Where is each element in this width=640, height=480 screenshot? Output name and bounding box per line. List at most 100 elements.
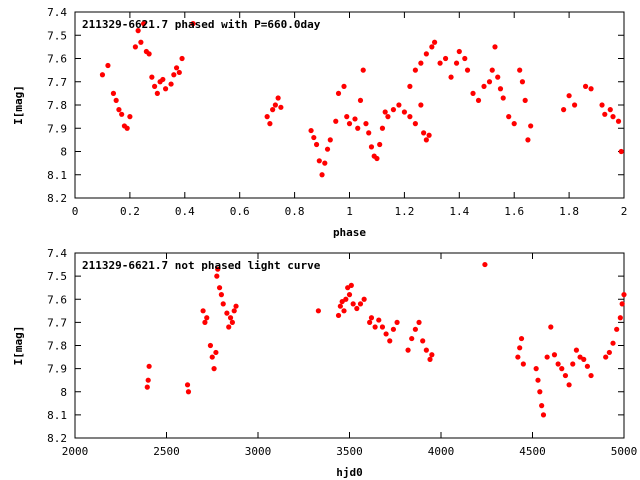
x-tick-label: 0.2 bbox=[120, 205, 140, 218]
x-tick-label: 4000 bbox=[428, 445, 455, 458]
data-point bbox=[368, 315, 375, 321]
data-point bbox=[506, 114, 512, 120]
data-point bbox=[346, 121, 353, 127]
data-point bbox=[515, 354, 521, 360]
x-tick-label: 0.4 bbox=[175, 205, 195, 218]
data-point bbox=[116, 107, 122, 113]
data-point bbox=[226, 324, 232, 330]
data-point bbox=[105, 62, 111, 69]
data-point bbox=[500, 95, 506, 101]
data-point bbox=[588, 86, 594, 92]
data-point bbox=[354, 305, 360, 312]
data-point bbox=[427, 356, 433, 362]
data-point bbox=[517, 67, 523, 73]
data-point bbox=[437, 60, 443, 66]
data-point bbox=[319, 172, 325, 178]
data-point bbox=[211, 366, 217, 372]
data-point bbox=[146, 363, 152, 369]
data-point bbox=[533, 366, 539, 372]
data-point bbox=[407, 114, 413, 120]
data-point bbox=[374, 155, 380, 162]
y-tick-label: 8.2 bbox=[47, 192, 67, 205]
data-point bbox=[390, 107, 397, 113]
x-tick-label: 1.6 bbox=[504, 205, 524, 218]
data-point bbox=[383, 331, 389, 337]
data-point bbox=[372, 324, 378, 330]
chart-panel-1: 0 0.2 0.4 0.6 0.8 1 1.2 1.4 1.6 1.8 2 7.4 7.5 7.6 7.7 7… bbox=[12, 6, 627, 239]
data-point bbox=[346, 292, 353, 298]
data-point bbox=[127, 114, 133, 120]
data-point bbox=[571, 102, 578, 108]
data-point bbox=[357, 97, 364, 103]
x-tick-label: 2500 bbox=[153, 445, 180, 458]
y-tick-label: 8.1 bbox=[47, 169, 67, 182]
x-tick-label: 1.2 bbox=[394, 205, 414, 218]
data-point bbox=[352, 116, 358, 122]
data-point bbox=[377, 141, 383, 148]
data-point bbox=[539, 403, 545, 409]
data-point bbox=[207, 342, 214, 349]
data-point bbox=[426, 132, 432, 138]
data-point bbox=[99, 72, 106, 78]
data-point bbox=[559, 366, 565, 372]
data-point bbox=[453, 60, 460, 66]
data-point bbox=[405, 347, 411, 353]
x-axis-label: hjd0 bbox=[336, 466, 363, 479]
data-point bbox=[160, 76, 166, 83]
y-tick-label: 7.6 bbox=[47, 53, 67, 66]
data-point bbox=[442, 55, 449, 62]
data-point bbox=[470, 90, 476, 96]
x-tick-label: 2000 bbox=[62, 445, 89, 458]
data-point bbox=[423, 137, 429, 143]
data-point bbox=[379, 125, 386, 131]
data-point bbox=[233, 303, 239, 309]
data-point bbox=[216, 285, 223, 291]
data-point bbox=[366, 130, 372, 136]
data-point bbox=[528, 123, 534, 129]
data-point bbox=[209, 354, 215, 360]
data-point bbox=[144, 384, 150, 390]
data-point bbox=[566, 382, 572, 388]
data-point bbox=[132, 44, 138, 50]
data-point bbox=[416, 319, 422, 325]
data-point bbox=[555, 361, 561, 367]
data-point bbox=[149, 74, 155, 80]
data-point bbox=[213, 349, 219, 356]
data-point bbox=[315, 308, 321, 314]
data-point bbox=[350, 301, 356, 307]
y-tick-label: 7.4 bbox=[47, 247, 67, 260]
y-tick-label: 7.7 bbox=[47, 76, 67, 89]
data-point bbox=[360, 67, 366, 73]
data-point bbox=[324, 146, 331, 152]
data-point bbox=[357, 301, 364, 307]
data-point bbox=[420, 338, 426, 344]
data-point bbox=[361, 296, 367, 302]
data-point bbox=[154, 90, 160, 96]
data-point bbox=[407, 83, 413, 89]
data-point bbox=[464, 67, 471, 73]
data-point bbox=[110, 90, 117, 96]
data-point bbox=[456, 48, 462, 55]
x-tick-label: 0.6 bbox=[230, 205, 250, 218]
data-point bbox=[124, 125, 130, 131]
y-tick-label: 7.5 bbox=[47, 270, 67, 283]
data-point bbox=[308, 127, 314, 134]
data-point bbox=[316, 158, 322, 164]
data-point bbox=[218, 292, 224, 298]
x-tick-label: 2 bbox=[621, 205, 628, 218]
data-point bbox=[278, 104, 284, 110]
data-point bbox=[423, 347, 429, 353]
data-point bbox=[481, 83, 487, 89]
data-point bbox=[603, 354, 609, 360]
data-point bbox=[618, 148, 624, 155]
data-point bbox=[429, 44, 435, 50]
data-point bbox=[168, 81, 174, 87]
y-tick-label: 8 bbox=[60, 386, 67, 399]
data-point bbox=[475, 97, 482, 103]
data-point bbox=[602, 111, 608, 117]
data-point bbox=[135, 28, 141, 34]
data-point bbox=[376, 317, 382, 323]
data-point bbox=[573, 347, 580, 353]
data-point bbox=[141, 21, 147, 27]
data-point bbox=[173, 65, 180, 71]
